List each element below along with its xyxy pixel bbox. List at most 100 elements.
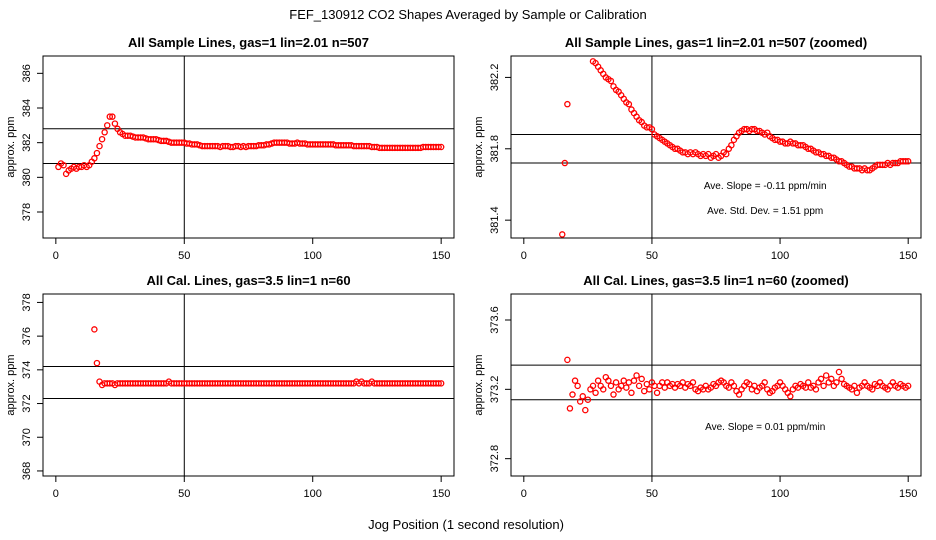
data-point bbox=[559, 231, 566, 238]
chart-annotation: Ave. Slope = -0.11 ppm/min bbox=[704, 181, 827, 192]
y-tick-label: 368 bbox=[21, 462, 33, 480]
x-tick-label: 0 bbox=[521, 488, 527, 500]
data-point bbox=[648, 125, 656, 133]
data-point bbox=[589, 382, 597, 390]
data-point bbox=[853, 389, 861, 397]
x-tick-label: 0 bbox=[53, 488, 59, 500]
data-point bbox=[904, 158, 912, 165]
data-point bbox=[111, 120, 119, 127]
data-point bbox=[582, 406, 589, 414]
x-tick-label: 50 bbox=[178, 250, 190, 262]
chart-panel: All Sample Lines, gas=1 lin=2.01 n=507 (… bbox=[473, 35, 922, 262]
data-point bbox=[838, 375, 845, 383]
data-point bbox=[835, 368, 843, 376]
data-point bbox=[730, 382, 738, 390]
data-point bbox=[635, 382, 643, 390]
data-point bbox=[437, 380, 445, 387]
chart-panel: All Sample Lines, gas=1 lin=2.01 n=507 0 5… bbox=[5, 35, 455, 262]
data-point bbox=[661, 384, 669, 391]
data-point bbox=[869, 386, 876, 393]
y-tick-label: 382 bbox=[21, 133, 33, 151]
data-point bbox=[435, 143, 442, 151]
y-axis-label: approx. ppm bbox=[5, 116, 17, 177]
x-tick-label: 150 bbox=[899, 250, 917, 262]
data-point bbox=[805, 379, 812, 386]
data-point bbox=[646, 386, 653, 393]
y-axis-label: approx. ppm bbox=[5, 354, 17, 415]
data-point bbox=[735, 391, 743, 398]
data-point bbox=[628, 389, 635, 397]
x-tick-label: 150 bbox=[899, 488, 917, 500]
data-point bbox=[761, 379, 768, 386]
y-tick-label: 381.4 bbox=[489, 206, 501, 234]
data-point bbox=[605, 377, 612, 384]
x-tick-label: 150 bbox=[432, 250, 450, 262]
data-point bbox=[574, 382, 581, 390]
chart-title: All Cal. Lines, gas=3.5 lin=1 n=60 bbox=[146, 273, 350, 288]
data-point bbox=[612, 379, 620, 386]
y-tick-label: 381.8 bbox=[489, 135, 501, 163]
x-tick-label: 150 bbox=[432, 488, 450, 500]
data-point bbox=[643, 380, 651, 388]
chart-annotation: Ave. Std. Dev. = 1.51 ppm bbox=[707, 206, 823, 217]
data-point bbox=[625, 379, 633, 386]
data-point bbox=[435, 380, 442, 387]
y-tick-label: 372.8 bbox=[489, 445, 501, 473]
y-tick-label: 374 bbox=[21, 361, 33, 379]
data-point bbox=[60, 161, 67, 169]
data-point bbox=[812, 386, 820, 393]
chart-title: All Sample Lines, gas=1 lin=2.01 n=507 bbox=[128, 35, 369, 50]
y-axis-label: approx. ppm bbox=[473, 354, 485, 415]
data-point bbox=[106, 113, 114, 120]
data-point bbox=[820, 382, 827, 390]
figure-title: FEF_130912 CO2 Shapes Averaged by Sample… bbox=[289, 7, 646, 22]
y-tick-label: 373.2 bbox=[489, 376, 501, 404]
data-point bbox=[569, 391, 576, 398]
data-point bbox=[633, 372, 640, 379]
data-point bbox=[625, 100, 633, 108]
plot-frame bbox=[510, 55, 922, 239]
y-tick-label: 386 bbox=[21, 64, 33, 82]
x-tick-label: 50 bbox=[646, 488, 658, 500]
data-point bbox=[93, 149, 101, 157]
data-point bbox=[98, 135, 106, 143]
data-point bbox=[610, 391, 617, 398]
data-point bbox=[822, 372, 830, 379]
x-tick-label: 100 bbox=[304, 250, 322, 262]
data-point bbox=[564, 100, 571, 108]
data-point bbox=[728, 141, 735, 149]
data-point bbox=[817, 375, 825, 383]
chart-panel: All Cal. Lines, gas=3.5 lin=1 n=60 (zoom… bbox=[473, 273, 922, 500]
data-point bbox=[103, 122, 111, 129]
data-point bbox=[620, 377, 628, 384]
y-tick-label: 376 bbox=[21, 327, 33, 345]
y-tick-label: 378 bbox=[21, 203, 33, 221]
data-point bbox=[561, 159, 569, 167]
data-point bbox=[689, 379, 697, 386]
data-point bbox=[594, 377, 602, 384]
x-tick-label: 0 bbox=[521, 250, 527, 262]
x-tick-label: 0 bbox=[53, 250, 59, 262]
y-tick-label: 378 bbox=[21, 293, 33, 311]
plot-frame bbox=[42, 55, 455, 239]
chart-title: All Cal. Lines, gas=3.5 lin=1 n=60 (zoom… bbox=[583, 273, 849, 288]
y-tick-label: 372 bbox=[21, 394, 33, 412]
y-tick-label: 382.2 bbox=[489, 64, 501, 92]
data-point bbox=[584, 396, 592, 403]
data-point bbox=[630, 377, 638, 384]
data-point bbox=[437, 143, 445, 151]
y-tick-label: 370 bbox=[21, 428, 33, 446]
y-tick-label: 380 bbox=[21, 168, 33, 186]
data-point bbox=[828, 375, 835, 383]
data-point bbox=[641, 387, 648, 395]
data-point bbox=[607, 382, 615, 390]
data-point bbox=[723, 150, 730, 158]
data-point bbox=[109, 113, 116, 120]
data-point bbox=[787, 393, 794, 400]
data-point bbox=[600, 386, 607, 393]
data-point bbox=[93, 359, 101, 367]
x-tick-label: 100 bbox=[771, 488, 789, 500]
chart-title: All Sample Lines, gas=1 lin=2.01 n=507 (… bbox=[565, 35, 867, 50]
data-point bbox=[96, 142, 103, 150]
